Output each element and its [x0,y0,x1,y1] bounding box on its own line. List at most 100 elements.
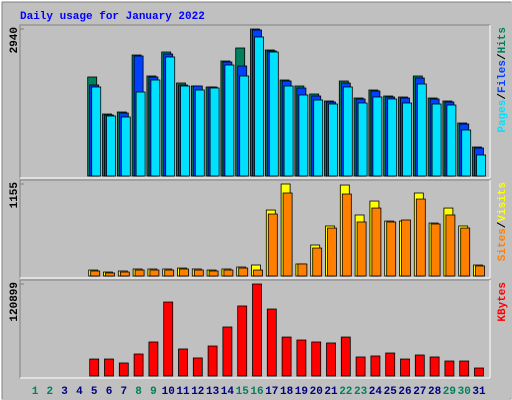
x-tick-label: 23 [354,386,368,398]
bar [282,192,293,277]
bar [475,265,485,277]
bar [223,269,234,277]
x-tick-label: 20 [310,386,323,398]
bar [163,301,174,377]
bar [193,269,204,277]
x-tick-label: 3 [61,386,68,398]
x-tick-label: 11 [176,386,190,398]
bar [178,348,188,377]
bar [192,357,203,377]
bar [401,219,411,277]
bar [106,115,116,177]
legend: Sites/Visits [497,182,509,261]
bar [444,360,455,377]
legend-separator: / [497,221,509,228]
x-tick-label: 8 [135,386,142,398]
x-tick-label: 4 [76,386,83,398]
bar [105,272,115,277]
bar [104,358,114,377]
bar [133,353,144,377]
bar [266,308,277,377]
bar [460,227,471,277]
bar [476,154,486,177]
x-tick-label: 14 [221,386,235,398]
x-tick-label: 27 [413,386,426,398]
x-tick-label: 21 [324,386,338,398]
x-tick-label: 1 [32,386,39,398]
bar [120,116,131,177]
bar [164,269,175,277]
bar [208,270,219,277]
bar [239,75,250,177]
bar [118,362,129,377]
bar [313,99,324,177]
y-tick-label: 2940 [9,27,21,53]
bar [446,104,457,177]
x-tick-label: 17 [265,386,278,398]
legend-entry: Visits [497,182,509,222]
legend-entry: Sites [497,228,509,261]
x-tick-label: 26 [398,386,411,398]
x-tick-label: 28 [428,386,442,398]
y-tick-label: 1155 [9,182,21,209]
bar [342,86,353,177]
legend-entry: Files [497,60,509,93]
bar [268,51,279,177]
bar [298,94,309,177]
x-tick-label: 2 [46,386,53,398]
legend: KBytes [497,282,509,322]
bar [283,85,294,177]
bar [179,268,189,277]
bar [119,271,130,277]
x-tick-label: 18 [280,386,294,398]
bar [134,269,145,277]
bar [371,207,382,277]
bar [238,267,249,277]
bar [459,360,470,377]
bar [326,342,336,377]
x-tick-label: 12 [191,386,204,398]
bar [148,341,159,377]
x-tick-label: 29 [443,386,456,398]
bar [281,336,292,377]
bar [224,64,235,177]
legend-entry: Hits [497,27,509,53]
bar [135,91,146,177]
bar [90,270,101,277]
bar [386,221,397,277]
bar [400,358,410,377]
x-tick-label: 5 [91,386,98,398]
bar [254,36,264,177]
legend-entry: Pages [497,100,509,133]
x-tick-label: 25 [384,386,398,398]
bar [414,354,425,377]
bar [402,102,412,177]
bar [387,98,398,177]
bar [222,326,233,377]
bar [430,223,441,277]
legend-separator: / [497,53,509,60]
bar [207,345,218,377]
bar [372,96,383,177]
x-tick-label: 16 [250,386,263,398]
legend-entry: KBytes [497,282,509,322]
bar [416,83,427,177]
bar [415,198,426,277]
x-tick-label: 30 [458,386,471,398]
bar [267,213,278,277]
x-tick-label: 9 [150,386,157,398]
x-tick-label: 31 [472,386,486,398]
bar [180,85,190,177]
bar [356,221,367,277]
chart-title: Daily usage for January 2022 [20,11,205,23]
bar [385,352,396,377]
bar [357,102,368,177]
bar [327,227,337,277]
x-tick-label: 15 [236,386,250,398]
bar [165,56,176,177]
bar [474,367,484,377]
bar [355,356,366,377]
bar [340,336,351,377]
